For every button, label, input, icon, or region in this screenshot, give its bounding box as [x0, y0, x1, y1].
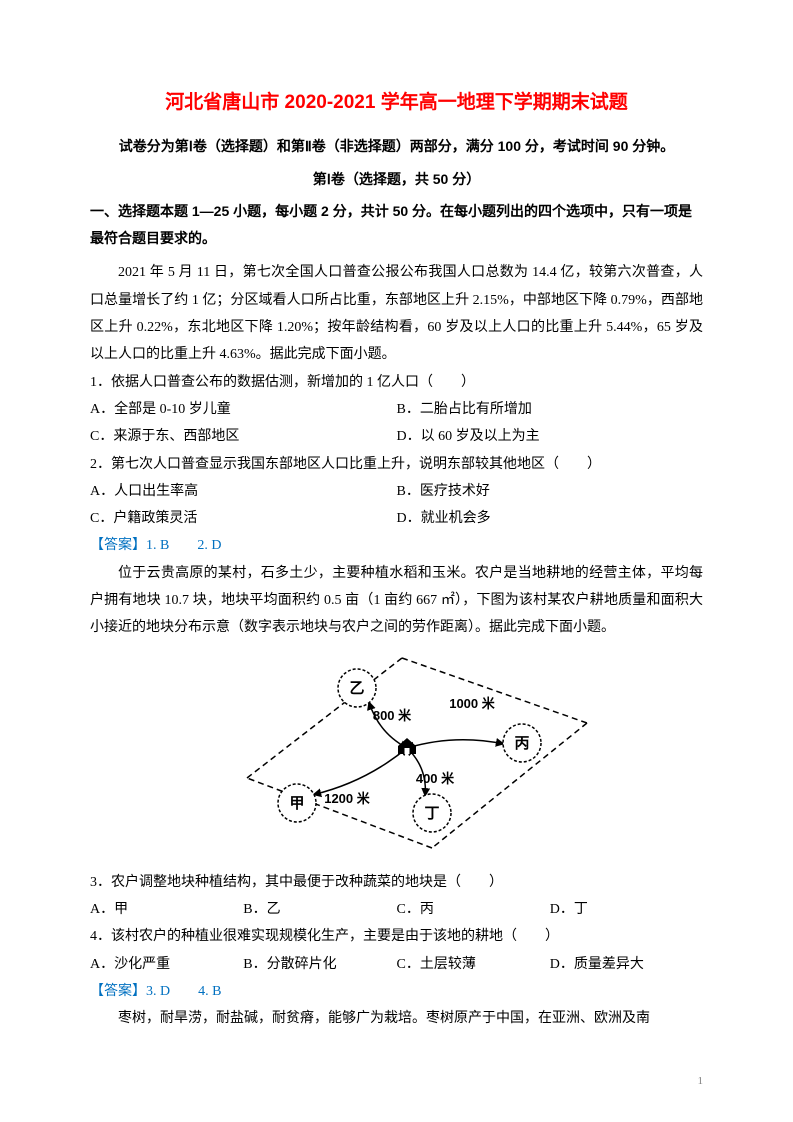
svg-text:1000 米: 1000 米: [449, 696, 496, 711]
page-number: 1: [698, 1071, 704, 1092]
answer-2: 【答案】3. D 4. B: [90, 978, 703, 1005]
svg-text:乙: 乙: [349, 681, 364, 697]
section-header: 第Ⅰ卷（选择题，共 50 分）: [90, 166, 703, 193]
svg-text:400 米: 400 米: [415, 771, 454, 786]
q4-option-a: A．沙化严重: [90, 951, 243, 978]
question-4: 4．该村农户的种植业很难实现规模化生产，主要是由于该地的耕地（ ）: [90, 923, 703, 950]
q1-option-d: D．以 60 岁及以上为主: [397, 423, 704, 450]
exam-title: 河北省唐山市 2020-2021 学年高一地理下学期期末试题: [90, 85, 703, 121]
svg-text:丁: 丁: [424, 806, 439, 822]
q2-option-b: B．医疗技术好: [397, 478, 704, 505]
plot-diagram: 800 米 1000 米 1200 米 400 米甲 乙丙丁: [197, 648, 597, 863]
section-instruction: 一、选择题本题 1—25 小题，每小题 2 分，共计 50 分。在每小题列出的四…: [90, 198, 703, 251]
q1-options-row1: A．全部是 0-10 岁儿童 B．二胎占比有所增加: [90, 396, 703, 423]
q3-options: A．甲 B．乙 C．丙 D．丁: [90, 896, 703, 923]
diagram-container: 800 米 1000 米 1200 米 400 米甲 乙丙丁: [90, 648, 703, 863]
q2-option-d: D．就业机会多: [397, 505, 704, 532]
q3-option-c: C．丙: [397, 896, 550, 923]
q4-options: A．沙化严重 B．分散碎片化 C．土层较薄 D．质量差异大: [90, 951, 703, 978]
q2-options-row2: C．户籍政策灵活 D．就业机会多: [90, 505, 703, 532]
passage-1: 2021 年 5 月 11 日，第七次全国人口普查公报公布我国人口总数为 14.…: [90, 259, 703, 368]
exam-subtitle: 试卷分为第Ⅰ卷（选择题）和第Ⅱ卷（非选择题）两部分，满分 100 分，考试时间 …: [90, 133, 703, 160]
answer-1: 【答案】1. B 2. D: [90, 532, 703, 559]
question-1: 1．依据人口普查公布的数据估测，新增加的 1 亿人口（ ）: [90, 369, 703, 396]
q3-option-b: B．乙: [243, 896, 396, 923]
passage-3: 枣树，耐旱涝，耐盐碱，耐贫瘠，能够广为栽培。枣树原产于中国，在亚洲、欧洲及南: [90, 1005, 703, 1032]
q2-options-row1: A．人口出生率高 B．医疗技术好: [90, 478, 703, 505]
q1-option-b: B．二胎占比有所增加: [397, 396, 704, 423]
q3-option-d: D．丁: [550, 896, 703, 923]
q2-option-c: C．户籍政策灵活: [90, 505, 397, 532]
q2-option-a: A．人口出生率高: [90, 478, 397, 505]
svg-text:1200 米: 1200 米: [324, 791, 371, 806]
q4-option-c: C．土层较薄: [397, 951, 550, 978]
passage-2: 位于云贵高原的某村，石多土少，主要种植水稻和玉米。农户是当地耕地的经营主体，平均…: [90, 560, 703, 642]
q4-option-b: B．分散碎片化: [243, 951, 396, 978]
svg-text:甲: 甲: [289, 795, 304, 812]
q3-option-a: A．甲: [90, 896, 243, 923]
svg-text:800 米: 800 米: [372, 708, 411, 723]
q4-option-d: D．质量差异大: [550, 951, 703, 978]
q1-option-c: C．来源于东、西部地区: [90, 423, 397, 450]
question-2: 2．第七次人口普查显示我国东部地区人口比重上升，说明东部较其他地区（ ）: [90, 451, 703, 478]
q1-options-row2: C．来源于东、西部地区 D．以 60 岁及以上为主: [90, 423, 703, 450]
q1-option-a: A．全部是 0-10 岁儿童: [90, 396, 397, 423]
svg-text:丙: 丙: [514, 735, 529, 752]
question-3: 3．农户调整地块种植结构，其中最便于改种蔬菜的地块是（ ）: [90, 869, 703, 896]
